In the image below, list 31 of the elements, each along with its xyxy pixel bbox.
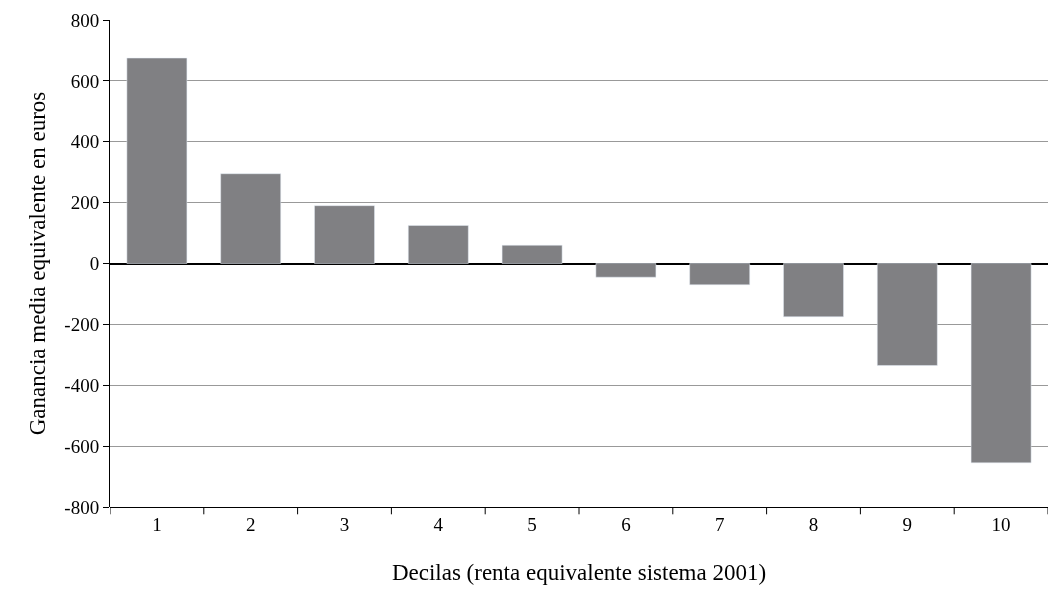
- bar: [877, 263, 938, 366]
- bar: [408, 225, 469, 264]
- y-tick-label: 800: [70, 9, 100, 31]
- y-tick-label: -400: [64, 374, 100, 396]
- x-tick-label: 2: [245, 513, 256, 535]
- x-tick-label: 9: [902, 513, 913, 535]
- y-tick-label: 400: [70, 131, 100, 153]
- bar: [970, 263, 1032, 464]
- x-tick-label: 1: [152, 513, 162, 535]
- x-axis-title: Decilas (renta equivalente sistema 2001): [391, 560, 767, 586]
- x-tick-label: 4: [433, 513, 444, 535]
- y-axis-title: Ganancia media equivalente en euros: [24, 91, 50, 436]
- y-tick-label: 200: [70, 192, 100, 214]
- x-tick-label: 3: [339, 513, 350, 535]
- y-tick-label: 0: [89, 253, 100, 275]
- bar: [314, 205, 375, 264]
- y-tick-label: -200: [64, 314, 100, 336]
- bar: [595, 263, 657, 278]
- x-tick-label: 5: [527, 513, 537, 535]
- bar: [220, 173, 281, 264]
- bar: [126, 57, 188, 264]
- bar: [689, 263, 750, 286]
- y-tick-label: -600: [64, 435, 100, 457]
- x-tick-label: 8: [808, 513, 819, 535]
- x-tick-label: 10: [991, 513, 1011, 535]
- x-tick-label: 7: [714, 513, 725, 535]
- bar: [501, 244, 563, 264]
- y-tick-label: -800: [64, 496, 100, 518]
- x-tick-label: 6: [621, 513, 631, 535]
- bar: [783, 263, 844, 318]
- y-tick-label: 600: [70, 70, 100, 92]
